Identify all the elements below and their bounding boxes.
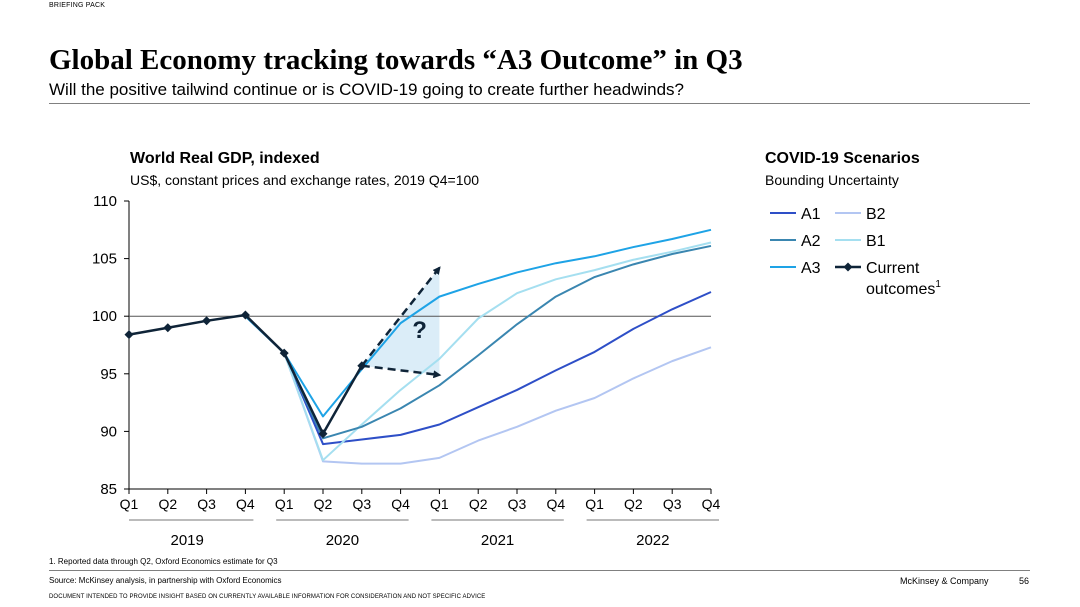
- x-tick-label: Q2: [624, 496, 643, 512]
- y-tick-label: 100: [92, 308, 117, 325]
- footer-divider: [49, 570, 1030, 571]
- x-tick-label: Q2: [469, 496, 488, 512]
- current-outcome-point: [124, 330, 134, 340]
- current-outcome-point: [240, 310, 250, 320]
- series-line-b1: [244, 241, 712, 462]
- downside-arrow: [361, 364, 442, 379]
- current-outcome-point: [279, 348, 289, 358]
- page-title: Global Economy tracking towards “A3 Outc…: [49, 44, 743, 76]
- x-tick-label: Q1: [275, 496, 294, 512]
- year-label: 2022: [636, 532, 669, 549]
- x-tick-label: Q3: [508, 496, 527, 512]
- x-tick-label: Q2: [158, 496, 177, 512]
- x-tick-label: Q3: [197, 496, 216, 512]
- series-line-a2: [244, 244, 712, 440]
- legend-label-b2: B2: [866, 206, 886, 223]
- page-subtitle: Will the positive tailwind continue or i…: [49, 80, 684, 99]
- legend-subtitle: Bounding Uncertainty: [765, 172, 899, 188]
- x-tick-label: Q1: [430, 496, 449, 512]
- legend-swatch-marker: [843, 262, 853, 272]
- briefing-pack-label: BRIEFING PACK: [49, 2, 106, 9]
- current-outcome-point: [202, 316, 212, 326]
- source-note: Source: McKinsey analysis, in partnershi…: [49, 576, 282, 585]
- series-line-current: [128, 313, 363, 435]
- header-divider: [49, 103, 1030, 104]
- x-tick-label: Q3: [352, 496, 371, 512]
- disclaimer: DOCUMENT INTENDED TO PROVIDE INSIGHT BAS…: [49, 594, 486, 600]
- legend-label-b1: B1: [866, 233, 886, 250]
- y-tick-label: 90: [100, 423, 117, 440]
- page-number: 56: [1019, 576, 1030, 586]
- x-tick-label: Q2: [314, 496, 333, 512]
- series-line-a3: [244, 228, 712, 418]
- year-label: 2019: [171, 532, 204, 549]
- x-tick-label: Q1: [120, 496, 139, 512]
- legend-label-current: Current: [866, 260, 920, 277]
- footnote: 1. Reported data through Q2, Oxford Econ…: [49, 557, 278, 566]
- current-outcome-point: [163, 323, 173, 333]
- x-tick-label: Q1: [585, 496, 604, 512]
- y-tick-label: 95: [100, 366, 117, 383]
- legend-label-outcomes: outcomes1: [866, 279, 941, 298]
- legend-footnote-marker: 1: [935, 279, 941, 290]
- legend-label-a2: A2: [801, 233, 821, 250]
- brand-name: McKinsey & Company: [900, 576, 989, 586]
- legend-title: COVID-19 Scenarios: [765, 150, 920, 167]
- y-tick-label: 85: [100, 481, 117, 498]
- x-tick-label: Q4: [546, 496, 565, 512]
- x-tick-label: Q4: [236, 496, 255, 512]
- uncertainty-region: [361, 267, 440, 375]
- x-tick-label: Q4: [702, 496, 721, 512]
- upside-arrow: [360, 266, 441, 367]
- year-label: 2021: [481, 532, 514, 549]
- legend-label-a3: A3: [801, 260, 821, 277]
- x-tick-label: Q4: [391, 496, 410, 512]
- series-line-a1: [244, 291, 712, 446]
- year-label: 2020: [326, 532, 359, 549]
- current-outcome-point: [318, 429, 328, 439]
- chart-title: World Real GDP, indexed: [130, 150, 320, 167]
- x-tick-label: Q3: [663, 496, 682, 512]
- chart-subtitle: US$, constant prices and exchange rates,…: [130, 172, 480, 188]
- legend-label-a1: A1: [801, 206, 821, 223]
- uncertainty-question-mark: ?: [412, 317, 427, 344]
- y-tick-label: 110: [93, 193, 117, 210]
- y-tick-label: 105: [92, 251, 117, 268]
- series-line-b2: [244, 315, 712, 465]
